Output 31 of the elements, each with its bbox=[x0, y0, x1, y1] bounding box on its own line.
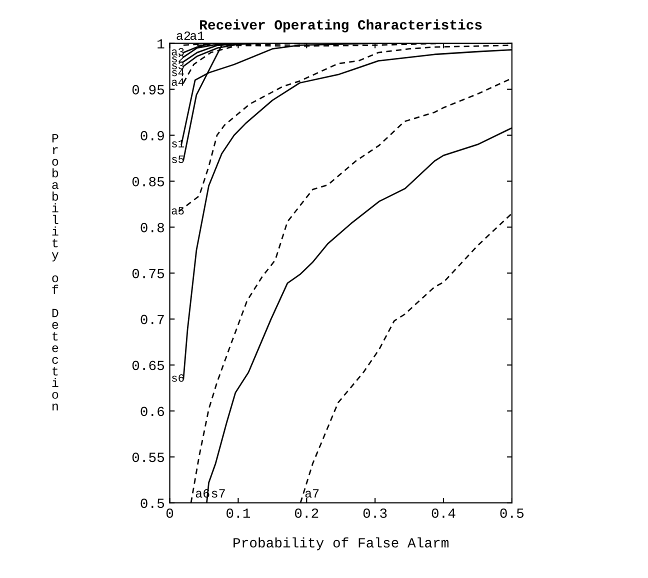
series-label: a1 bbox=[190, 32, 204, 40]
series-label: s4 bbox=[172, 68, 184, 76]
y-tick-label: 0.5 bbox=[140, 498, 164, 508]
y-tick-label: 0.8 bbox=[140, 222, 164, 232]
y-tick-label: 0.7 bbox=[140, 314, 164, 324]
series-label: s5 bbox=[172, 156, 184, 164]
series-label: a3 bbox=[172, 48, 184, 56]
series-label: a7 bbox=[305, 489, 319, 498]
x-tick-label: 0.1 bbox=[226, 508, 250, 518]
y-tick-label: 0.9 bbox=[140, 130, 164, 140]
series-label: s7 bbox=[212, 489, 225, 498]
y-tick-label: 0.65 bbox=[132, 360, 164, 370]
series-label: s6 bbox=[172, 374, 184, 382]
y-tick-label: 1 bbox=[158, 39, 164, 48]
series-label: a2 bbox=[176, 31, 190, 40]
text: Probability of Detection bbox=[52, 134, 59, 410]
series-label: s3 bbox=[172, 62, 184, 70]
y-tick-label: 0.95 bbox=[132, 85, 164, 94]
x-tick-label: 0.4 bbox=[432, 508, 456, 518]
x-tick-label: 0 bbox=[166, 508, 174, 518]
y-tick-label: 0.6 bbox=[140, 406, 164, 416]
x-tick-label: 0.3 bbox=[363, 508, 387, 518]
x-axis-title: Probability of False Alarm bbox=[234, 537, 448, 550]
x-tick-label: 0.5 bbox=[500, 508, 524, 518]
series-label: a5 bbox=[172, 207, 184, 215]
series-label: a4 bbox=[172, 78, 184, 86]
chart-title: Receiver Operating Characteristics bbox=[200, 19, 482, 32]
y-tick-label: 0.85 bbox=[132, 176, 164, 186]
x-tick-label: 0.2 bbox=[294, 508, 318, 518]
y-tick-label: 0.75 bbox=[132, 268, 164, 278]
y-tick-label: 0.55 bbox=[132, 452, 164, 462]
